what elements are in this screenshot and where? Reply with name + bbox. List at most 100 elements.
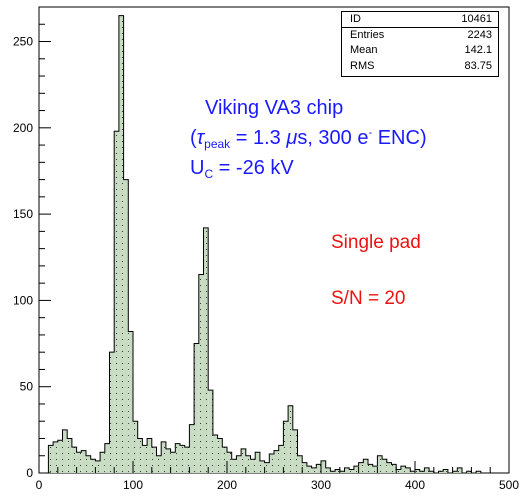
y-tick-label: 100 <box>13 293 33 307</box>
histogram-bar <box>297 455 303 473</box>
stats-value-mean: 142.1 <box>464 44 492 56</box>
u-main: U <box>190 157 205 179</box>
histogram-bar <box>415 469 420 473</box>
histogram-bar <box>283 421 289 473</box>
histogram-bar <box>457 467 462 473</box>
histogram-bar <box>231 459 237 473</box>
histogram-bar <box>212 435 218 473</box>
stats-key-mean: Mean <box>350 44 378 56</box>
x-tick-label: 300 <box>311 478 331 492</box>
histogram-bar <box>53 441 58 473</box>
histogram-bar <box>452 471 458 473</box>
tau-symbol: τ <box>196 127 205 149</box>
stats-key-rms: RMS <box>350 60 375 72</box>
stats-row-entries: Entries 2243 <box>342 28 498 43</box>
stats-row-id: ID 10461 <box>342 12 498 27</box>
histogram-bar <box>466 471 472 473</box>
histogram-bar <box>76 452 82 473</box>
stats-key-id: ID <box>350 13 361 25</box>
histogram-bar <box>264 462 270 473</box>
histogram-bar <box>137 438 143 473</box>
x-tick-label: 0 <box>36 478 43 492</box>
histogram-bar <box>372 466 378 473</box>
histogram-bar <box>241 448 246 473</box>
histogram-bar <box>161 441 166 473</box>
histogram-bar <box>377 455 383 473</box>
histogram-bar <box>114 131 119 473</box>
histogram-bar <box>175 443 180 473</box>
histogram-bar <box>400 466 406 473</box>
stats-row-rms: RMS 83.75 <box>342 59 498 74</box>
histogram-bar <box>48 445 54 473</box>
histogram-bar <box>250 459 256 473</box>
stats-row-mean: Mean 142.1 <box>342 43 498 58</box>
histogram-bar <box>184 447 190 473</box>
histogram-bar <box>123 179 129 473</box>
axis-layer: 0 100 200 300 400 500 0 50 100 150 200 250 <box>13 6 519 492</box>
histogram-bar <box>363 459 368 473</box>
histogram-bar <box>368 464 373 473</box>
histogram-bar <box>443 469 448 473</box>
histogram-layer <box>39 15 509 474</box>
histogram-bar <box>156 455 162 473</box>
histogram-bar <box>170 452 176 473</box>
stats-divider <box>342 27 498 28</box>
tau-label: (τpeak = 1.3 μs, 300 e- ENC) <box>190 127 427 151</box>
histogram-bar <box>292 429 298 473</box>
histogram-bar <box>288 405 293 473</box>
tau-end: ENC) <box>372 127 427 149</box>
histogram-bar <box>118 15 124 473</box>
y-tick-label: 250 <box>13 35 33 49</box>
histogram-bar <box>274 450 279 473</box>
u-rest: = -26 kV <box>213 157 294 179</box>
histogram-bar <box>208 390 213 473</box>
histogram-bar <box>133 421 138 473</box>
histogram-bar <box>353 466 359 473</box>
histogram-bar <box>386 462 392 473</box>
x-tick-label: 400 <box>405 478 425 492</box>
histogram-bar <box>339 471 345 473</box>
histogram-bar <box>62 429 68 473</box>
histogram-bar <box>438 471 444 473</box>
histogram-bar <box>95 460 101 473</box>
histogram-bar <box>194 343 199 473</box>
histogram-bar <box>278 445 284 473</box>
histogram-bar <box>128 331 133 473</box>
histogram-bar <box>429 471 434 473</box>
histogram-bar <box>316 464 321 473</box>
histogram-bar <box>142 445 148 473</box>
histogram-bar <box>189 424 195 473</box>
histogram-bar <box>391 464 397 473</box>
histogram-bar <box>476 471 481 473</box>
chip-label: Viking VA3 chip <box>205 97 344 119</box>
stats-box: ID 10461 Entries 2243 Mean 142.1 RMS 83.… <box>341 11 499 77</box>
histogram-bar <box>269 454 274 473</box>
histogram-bar <box>180 445 185 473</box>
mu-symbol: μ <box>286 127 298 149</box>
histogram-bar <box>321 460 326 473</box>
histogram-bar <box>165 448 171 473</box>
histogram-bar <box>147 438 152 473</box>
histogram-bar <box>259 460 265 473</box>
histogram-outline <box>39 15 509 474</box>
u-subscript: C <box>204 167 214 181</box>
histogram-bar <box>302 462 307 473</box>
histogram-bar <box>222 447 227 473</box>
histogram-bar <box>203 227 209 473</box>
histogram-bar <box>306 466 312 473</box>
electron-superscript: - <box>368 127 373 139</box>
histogram-bar <box>325 467 331 473</box>
y-tick-label: 0 <box>26 466 33 480</box>
sn-label: S/N = 20 <box>331 288 406 309</box>
voltage-label: UC = -26 kV <box>190 157 294 181</box>
histogram-bar <box>71 447 77 473</box>
histogram-bar <box>424 467 430 473</box>
stats-key-entries: Entries <box>350 29 385 41</box>
tau-open: ( <box>190 127 197 149</box>
histogram-bar <box>198 274 204 473</box>
stats-value-rms: 83.75 <box>464 60 492 72</box>
histogram-bar <box>410 471 415 473</box>
histogram-bar <box>109 352 115 473</box>
histogram-bar <box>104 443 110 473</box>
